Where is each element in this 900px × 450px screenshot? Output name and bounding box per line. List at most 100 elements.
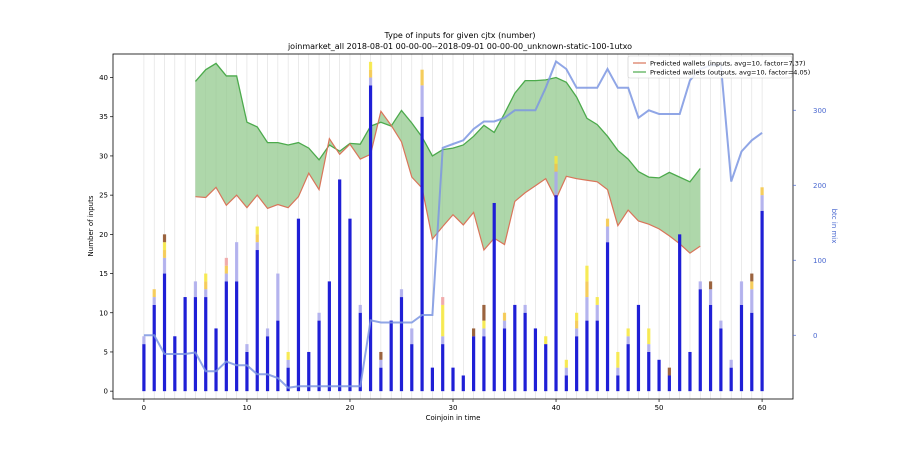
bar-segment-gold — [760, 187, 764, 196]
bar-segment-lavender — [760, 195, 764, 211]
bar-segment-yellow — [575, 312, 579, 321]
y-axis-ticks: 0 5 10 15 20 25 30 35 40 — [99, 74, 113, 396]
bar-segment-lavender — [235, 242, 239, 282]
bar-segment-main — [204, 297, 208, 392]
bar-segment-yellow — [595, 297, 599, 305]
bar-segment-main — [276, 320, 280, 392]
x-tick-label: 0 — [142, 404, 146, 412]
legend: Predicted wallets (inputs, avg=10, facto… — [627, 55, 810, 79]
bar-segment-pink — [224, 257, 228, 266]
bar-segment-main — [286, 367, 290, 392]
bar-segment-brown — [472, 328, 476, 337]
x-tick-label: 30 — [449, 404, 458, 412]
y-tick-label: 0 — [104, 388, 108, 396]
chart-title: Type of inputs for given cjtx (number) — [383, 31, 535, 40]
bar-segment-main — [554, 195, 558, 392]
bar-segment-main — [708, 304, 713, 392]
bar-segment-main — [358, 312, 362, 392]
bar-segment-main — [235, 281, 239, 392]
y-tick-label: 15 — [99, 270, 108, 278]
bar-segment-main — [142, 344, 146, 392]
y-tick-label: 35 — [99, 113, 108, 121]
bar-segment-gold — [554, 163, 558, 172]
bar-segment-main — [152, 304, 156, 392]
y-tick-label: 40 — [99, 74, 108, 82]
bar-segment-lavender — [502, 320, 507, 329]
bar-segment-main — [296, 218, 301, 392]
bar-segment-gold — [605, 218, 610, 227]
bar-segment-gold — [255, 234, 259, 243]
bar-segment-main — [348, 218, 352, 392]
bar-segment-main — [605, 242, 610, 392]
bar-segment-main — [245, 351, 249, 392]
bar-segment-main — [317, 320, 321, 392]
bar-segment-main — [224, 281, 228, 392]
bar-segment-lavender — [616, 367, 620, 376]
bar-segment-yellow — [564, 359, 568, 368]
bar-segment-brown — [750, 273, 754, 282]
band-upper-line — [194, 62, 701, 183]
bar-segment-lavender — [595, 304, 599, 321]
bar-segment-yellow — [585, 265, 589, 282]
y-tick-label: 20 — [99, 231, 108, 239]
bar-segment-main — [544, 344, 548, 392]
bar-segment-lavender — [585, 297, 589, 321]
bar-segment-lavender — [368, 77, 373, 86]
x-axis-ticks: 0 10 20 30 40 50 60 — [142, 399, 767, 412]
bar-segment-main — [399, 297, 404, 392]
bar-segment-lavender — [420, 85, 424, 117]
bar-segment-yellow — [255, 226, 259, 235]
bar-segment-lavender — [399, 289, 404, 298]
bar-segment-main — [636, 304, 641, 392]
bar-segment-main — [729, 367, 733, 392]
band-lower-line — [195, 109, 701, 254]
x-tick-label: 40 — [552, 404, 561, 412]
y-axis-label: Number of inputs — [87, 195, 95, 256]
bar-segment-lavender — [265, 328, 270, 337]
x-tick-label: 50 — [655, 404, 664, 412]
bar-segment-main — [307, 351, 311, 392]
x-tick-label: 60 — [758, 404, 767, 412]
bar-segment-yellow — [626, 328, 630, 337]
bar-segment-yellow — [544, 336, 548, 345]
bar-segment-lavender — [276, 273, 280, 321]
bar-segment-lavender — [575, 328, 579, 337]
bar-segment-main — [214, 328, 218, 392]
y-tick-label: 10 — [99, 309, 108, 317]
bar-segment-main — [338, 179, 342, 392]
bar-segment-main — [564, 375, 568, 392]
predicted-wallets-band — [194, 62, 701, 254]
btc-line — [143, 59, 763, 389]
bar-segment-yellow — [368, 61, 373, 70]
bar-segment-main — [739, 304, 744, 392]
bar-segment-brown — [162, 234, 167, 243]
bar-segment-gold — [224, 265, 228, 274]
bar-segment-main — [472, 336, 476, 392]
bar-segment-main — [667, 375, 671, 392]
right-axis-ticks: 0 100 200 300 — [793, 107, 826, 340]
bar-segment-main — [162, 273, 167, 392]
bar-segment-gold — [152, 289, 156, 298]
bar-segment-main — [719, 328, 723, 392]
bar-segment-main — [482, 336, 486, 392]
legend-label-outputs: Predicted wallets (outputs, avg=10, fact… — [650, 69, 810, 77]
bar-segment-lavender — [708, 289, 713, 305]
bar-segment-main — [657, 359, 661, 392]
bar-segment-lavender — [410, 328, 414, 345]
bar-segment-lavender — [739, 281, 744, 305]
y-tick-label: 30 — [99, 152, 108, 160]
bar-segment-main — [265, 336, 270, 392]
legend-label-inputs: Predicted wallets (inputs, avg=10, facto… — [650, 60, 806, 68]
bar-segment-lavender — [719, 320, 723, 329]
bar-segment-lavender — [162, 257, 167, 274]
right-tick-label: 0 — [813, 332, 817, 340]
bar-segment-lavender — [564, 367, 568, 376]
bar-segment-brown — [667, 367, 671, 376]
bar-segment-lavender — [317, 312, 321, 321]
bar-segment-main — [461, 375, 465, 392]
bar-segment-main — [760, 210, 764, 392]
bar-segment-gold — [575, 320, 579, 329]
bar-segment-brown — [482, 304, 486, 321]
bar-segment-lavender — [647, 344, 651, 352]
bar-segment-main — [410, 344, 414, 392]
